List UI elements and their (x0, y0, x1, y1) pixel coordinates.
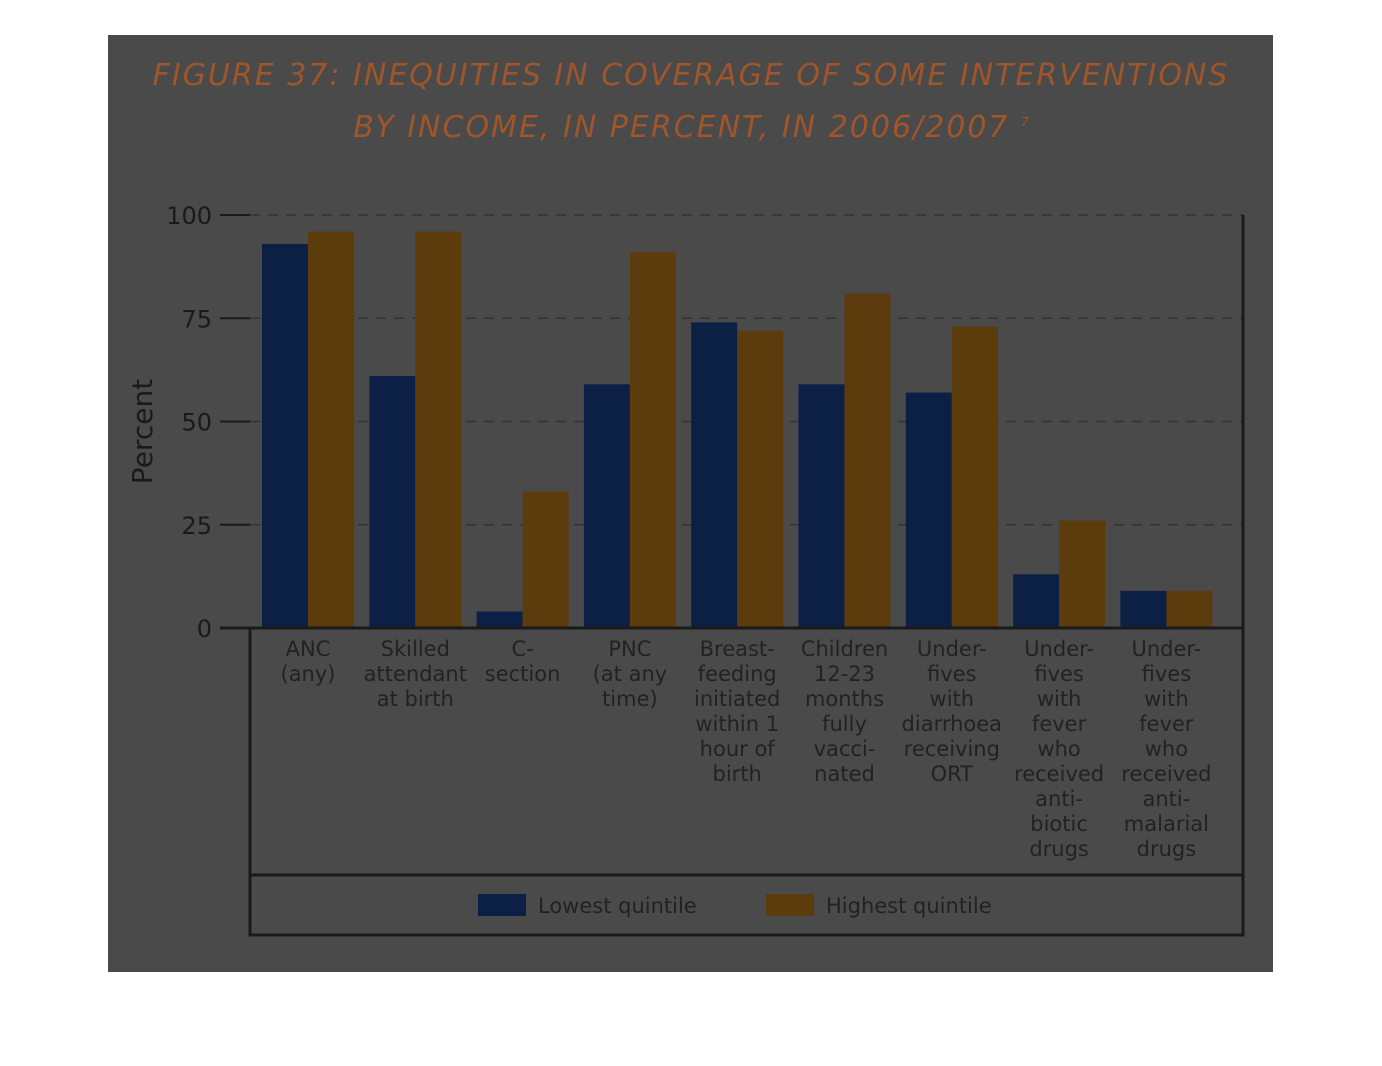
chart-title-line1: FIGURE 37: INEQUITIES IN COVERAGE OF SOM… (152, 58, 1230, 93)
category-label: with (930, 687, 975, 711)
category-label: initiated (694, 687, 780, 711)
category-label: birth (713, 762, 762, 786)
category-label: nated (814, 762, 875, 786)
category-label: received (1014, 762, 1104, 786)
category-label: anti- (1142, 787, 1190, 811)
category-label: drugs (1029, 837, 1089, 861)
category-label: Children (801, 637, 888, 661)
category-label: (at any (593, 662, 668, 686)
category-label: PNC (608, 637, 651, 661)
category-label: attendant (364, 662, 467, 686)
y-tick-label: 0 (197, 615, 212, 643)
chart-title-line2-text: BY INCOME, IN PERCENT, IN 2006/2007 (353, 110, 1010, 145)
category-label: who (1145, 737, 1188, 761)
category-label: fives (927, 662, 977, 686)
category-label: fives (1142, 662, 1192, 686)
legend-label: Lowest quintile (538, 894, 697, 918)
y-axis-title: Percent (126, 379, 159, 484)
category-label: within 1 (695, 712, 779, 736)
bar (522, 491, 569, 628)
category-label: drugs (1137, 837, 1197, 861)
category-label: who (1037, 737, 1080, 761)
y-tick-label: 100 (166, 202, 212, 230)
legend-swatch (478, 894, 526, 916)
legend-box (248, 873, 1245, 937)
bar (308, 231, 354, 628)
bar (798, 384, 845, 628)
category-label: (any) (281, 662, 336, 686)
category-label: ANC (286, 637, 331, 661)
bar (369, 376, 416, 628)
category-label: C- (511, 637, 533, 661)
category-label: fully (822, 712, 867, 736)
chart-title-footnote: 7 (1021, 115, 1029, 129)
category-label: at birth (377, 687, 454, 711)
category-label: with (1037, 687, 1082, 711)
category-label: months (805, 687, 884, 711)
category-label: fives (1034, 662, 1084, 686)
category-label: 12-23 (814, 662, 875, 686)
bar (415, 231, 462, 628)
bar (1166, 590, 1213, 628)
category-label: fever (1032, 712, 1087, 736)
category-label: time) (602, 687, 658, 711)
bar (583, 384, 630, 628)
category-label: Under- (1024, 637, 1094, 661)
category-label: Skilled (381, 637, 450, 661)
y-tick-label: 25 (181, 512, 212, 540)
category-label: malarial (1124, 812, 1209, 836)
legend-label: Highest quintile (826, 894, 992, 918)
category-label: diarrhoea (902, 712, 1003, 736)
y-tick-label: 50 (181, 409, 212, 437)
bar (1013, 574, 1060, 628)
category-label: with (1144, 687, 1189, 711)
category-label: received (1121, 762, 1211, 786)
category-label: section (485, 662, 561, 686)
category-label: vacci- (814, 737, 876, 761)
bar (905, 392, 952, 628)
bar (691, 322, 738, 628)
bar (476, 611, 523, 628)
bar (1059, 520, 1106, 628)
chart-title-line2: BY INCOME, IN PERCENT, IN 2006/2007 7 (0, 110, 1382, 145)
category-label: Under- (917, 637, 987, 661)
category-label: fever (1139, 712, 1194, 736)
bar (951, 326, 998, 628)
y-tick-label: 75 (181, 305, 212, 333)
category-label: ORT (931, 762, 974, 786)
bar (737, 330, 784, 628)
category-label: Under- (1131, 637, 1201, 661)
category-label: biotic (1030, 812, 1088, 836)
bar (629, 252, 676, 629)
category-label: feeding (698, 662, 777, 686)
bar (262, 243, 308, 628)
bar (1120, 590, 1167, 628)
category-label: hour of (700, 737, 776, 761)
category-label: Breast- (700, 637, 775, 661)
category-label: anti- (1035, 787, 1083, 811)
category-label: receiving (904, 737, 1000, 761)
bar (844, 293, 891, 628)
legend-swatch (766, 894, 814, 916)
